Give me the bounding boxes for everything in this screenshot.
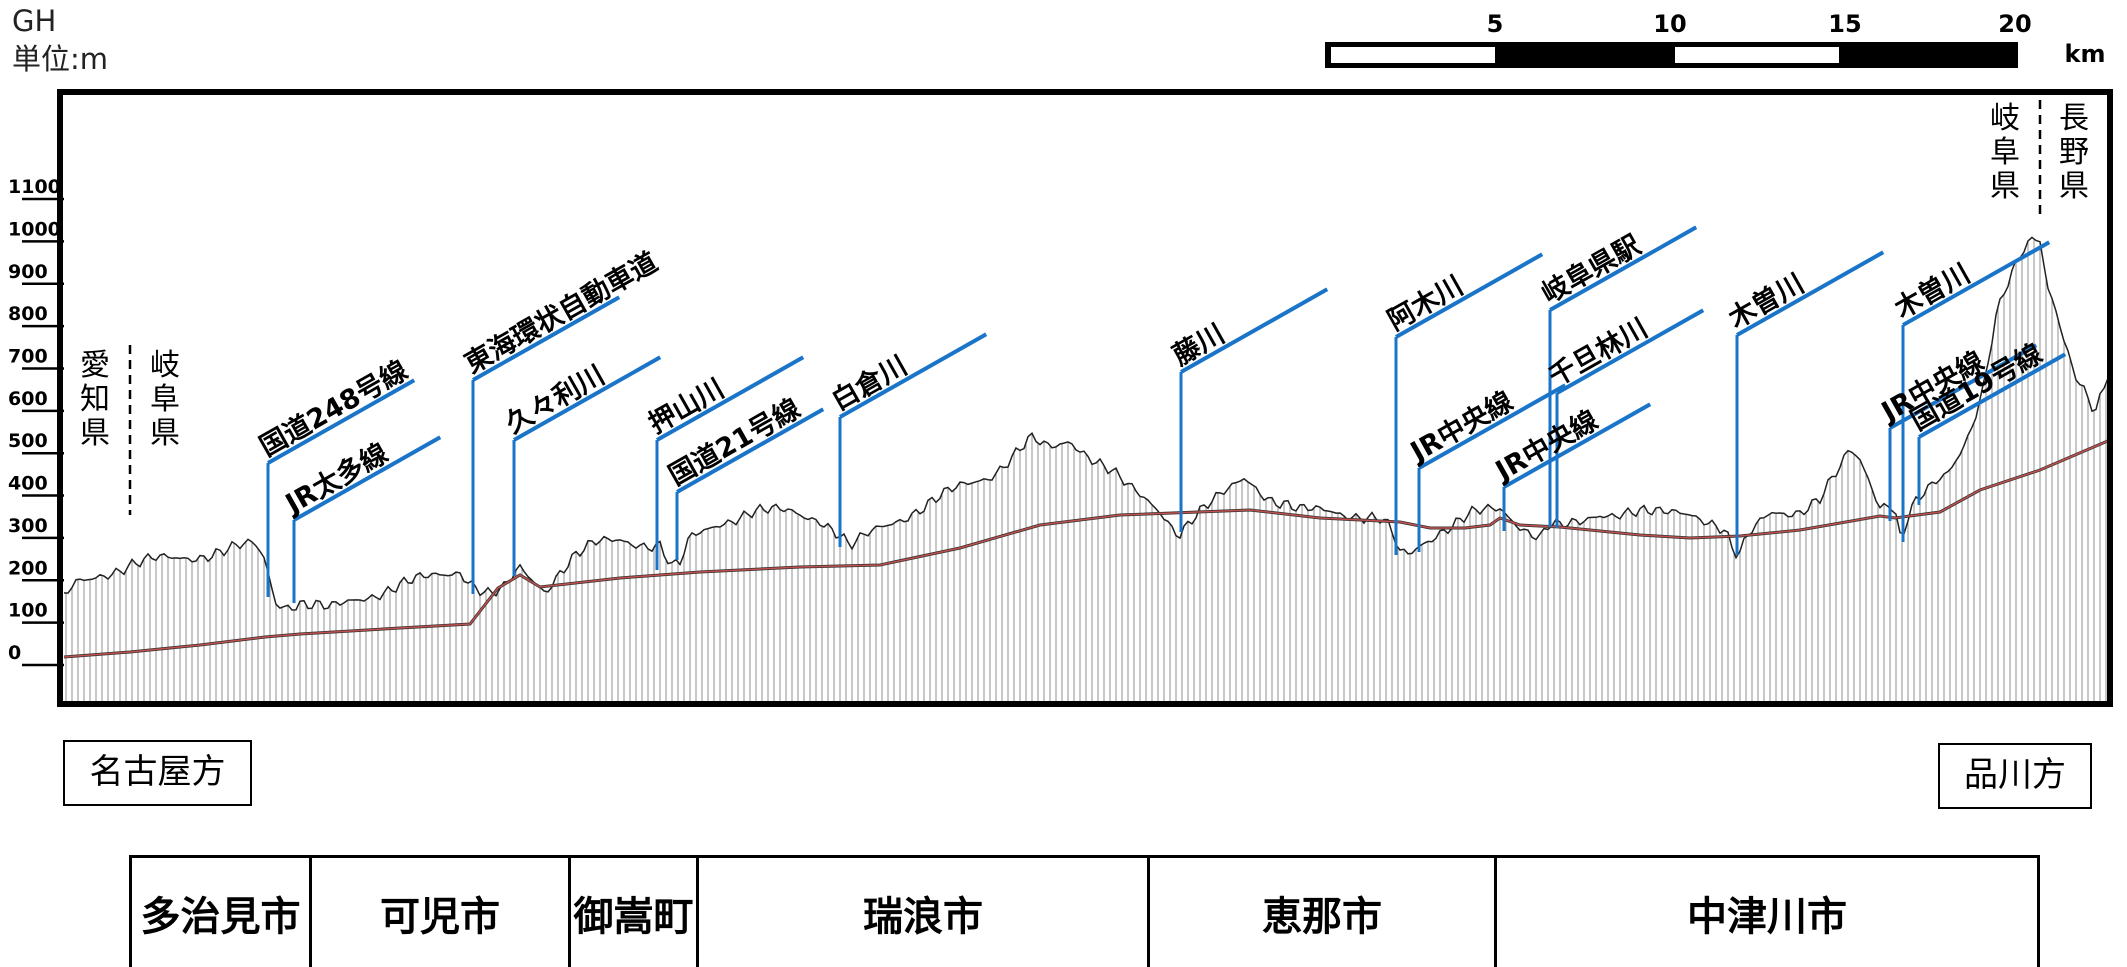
- feature-label: 千旦林川: [1544, 313, 1653, 393]
- feature-underline: [513, 355, 662, 442]
- diagram-code: GH: [12, 4, 57, 38]
- y-tick-label: 1000: [8, 218, 61, 240]
- municipality-cell: 御嵩町: [571, 858, 699, 967]
- scale-tick-label: 20: [1998, 10, 2031, 38]
- feature-river: 久々利川: [501, 355, 662, 576]
- feature-underline: [267, 378, 416, 465]
- direction-left-box: 名古屋方: [63, 740, 252, 806]
- feature-underline: [1889, 343, 2038, 430]
- municipality-cell: 可児市: [312, 858, 571, 967]
- municipality-cell: 瑞浪市: [699, 858, 1150, 967]
- y-tick-label: 700: [8, 345, 48, 367]
- feature-label: 岐阜県駅: [1537, 230, 1646, 310]
- direction-right-box: 品川方: [1938, 743, 2092, 809]
- feature-river: 木曽川: [1722, 250, 1885, 555]
- feature-underline: [1736, 250, 1885, 337]
- track-profile-accent: [63, 439, 2111, 658]
- municipality-table: 多治見市 可児市 御嵩町 瑞浪市 恵那市 中津川市: [129, 855, 2040, 967]
- y-tick-label: 200: [8, 557, 48, 579]
- ground-profile-line: [63, 236, 2109, 611]
- feature-underline: [1549, 225, 1698, 312]
- feature-underline: [656, 355, 805, 442]
- scale-tick-label: 10: [1653, 10, 1686, 38]
- boundary-gifu-nagano: 岐阜県 長野県: [1990, 100, 2089, 220]
- feature-road: 国道19号線: [1905, 337, 2067, 505]
- feature-underline: [839, 332, 988, 419]
- feature-rail: JR太多線: [279, 435, 442, 603]
- diagram-frame: [57, 89, 2113, 707]
- feature-label: 押山川: [644, 373, 730, 440]
- hatch-lines: [65, 238, 2107, 702]
- feature-underline: [1556, 308, 1705, 395]
- y-tick-label: 0: [8, 642, 21, 664]
- elevation-hatching: [65, 238, 2107, 702]
- y-tick-label: 100: [8, 600, 48, 622]
- feature-underline: [676, 407, 825, 494]
- feature-label: 久々利川: [501, 360, 610, 440]
- y-tick-label: 300: [8, 515, 48, 537]
- y-tick-label: 800: [8, 303, 48, 325]
- feature-label: 国道248号線: [254, 354, 413, 463]
- feature-underline: [1395, 252, 1544, 339]
- feature-label: 木曽川: [1722, 267, 1809, 335]
- municipality-cell: 恵那市: [1150, 858, 1497, 967]
- feature-underline: [1180, 287, 1329, 374]
- prefecture-label-right: 長野県: [2059, 101, 2089, 204]
- feature-underline: [1902, 240, 2051, 327]
- scale-tick-label: 5: [1487, 10, 1504, 38]
- feature-underline: [1918, 352, 2067, 439]
- feature-river: 阿木川: [1383, 252, 1544, 555]
- y-tick-label: 500: [8, 430, 48, 452]
- municipality-cell: 中津川市: [1687, 893, 1847, 940]
- y-tick-label: 400: [8, 473, 48, 495]
- feature-river: 白倉川: [826, 332, 988, 547]
- scale-bar-segment-white: [1331, 47, 1495, 63]
- boundary-aichi-gifu: 愛知県 岐阜県: [80, 345, 180, 515]
- feature-underline: [1418, 383, 1567, 470]
- feature-label: 木曽川: [1888, 257, 1975, 325]
- feature-label: 東海環状自動車道: [459, 246, 663, 380]
- feature-underline: [472, 295, 621, 382]
- prefecture-label-left: 岐阜県: [1990, 101, 2020, 204]
- y-tick-label: 600: [8, 388, 48, 410]
- feature-label: 白倉川: [826, 349, 912, 417]
- municipality-cell: 多治見市: [132, 858, 312, 967]
- prefecture-label-left: 愛知県: [80, 348, 110, 451]
- feature-label: JR太多線: [279, 437, 394, 521]
- scale-bar-segment-white: [1675, 47, 1839, 63]
- feature-underline: [1503, 402, 1652, 489]
- y-tick-label: 900: [8, 261, 48, 283]
- scale-tick-label: 15: [1828, 10, 1861, 38]
- unit-label: 単位:m: [12, 42, 109, 76]
- y-tick-label: 1100: [8, 176, 61, 198]
- feature-underline: [293, 435, 442, 522]
- feature-label: 阿木川: [1383, 270, 1469, 337]
- scale-unit-label: km: [2065, 40, 2106, 68]
- prefecture-label-right: 岐阜県: [150, 348, 180, 451]
- scale-bar: 5 10 15 20 km: [1325, 10, 2105, 68]
- feature-river: 藤川: [1168, 287, 1329, 532]
- feature-road: 東海環状自動車道: [459, 246, 663, 594]
